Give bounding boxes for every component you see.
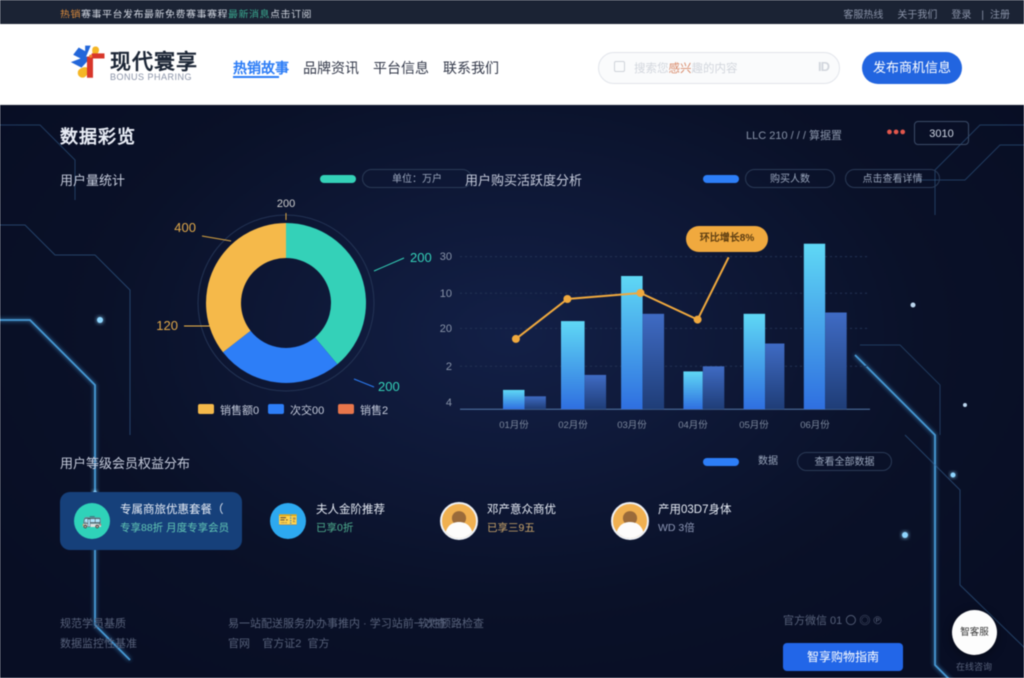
svg-text:4: 4 (446, 397, 452, 409)
svg-text:20: 20 (440, 323, 452, 335)
svg-text:200: 200 (378, 379, 400, 394)
svg-text:03月份: 03月份 (617, 419, 647, 431)
svg-text:200: 200 (410, 250, 432, 265)
svg-text:400: 400 (174, 220, 196, 235)
svg-text:120: 120 (156, 318, 178, 333)
svg-text:01月份: 01月份 (499, 419, 529, 431)
svg-text:04月份: 04月份 (678, 419, 708, 431)
svg-text:05月份: 05月份 (739, 419, 769, 431)
svg-text:2: 2 (446, 361, 452, 373)
svg-text:30: 30 (440, 251, 452, 263)
svg-text:10: 10 (440, 288, 452, 300)
svg-text:200: 200 (277, 198, 295, 210)
svg-text:02月份: 02月份 (558, 419, 588, 431)
svg-text:06月份: 06月份 (800, 419, 830, 431)
